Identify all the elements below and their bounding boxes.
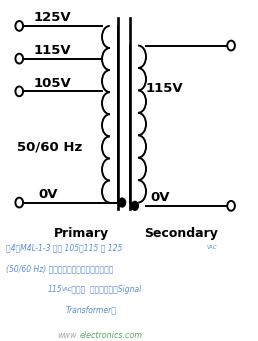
- Text: VAC: VAC: [207, 245, 217, 250]
- Text: (50/60 Hz) 的输入电压，同时在次级侧提供: (50/60 Hz) 的输入电压，同时在次级侧提供: [6, 265, 114, 274]
- Text: 0V: 0V: [38, 188, 58, 201]
- Text: Secondary: Secondary: [144, 227, 217, 240]
- Text: 115V: 115V: [146, 82, 183, 95]
- Text: 0V: 0V: [151, 191, 170, 204]
- Circle shape: [131, 202, 138, 210]
- Text: 115V: 115V: [33, 44, 71, 57]
- Text: 50/60 Hz: 50/60 Hz: [17, 140, 82, 153]
- Text: 115: 115: [47, 285, 62, 294]
- Text: electronics.com: electronics.com: [79, 331, 142, 340]
- Text: Primary: Primary: [54, 227, 109, 240]
- Text: 105V: 105V: [33, 77, 71, 90]
- Text: VAC: VAC: [61, 287, 72, 292]
- Text: Transformer）: Transformer）: [65, 306, 116, 315]
- Circle shape: [119, 198, 126, 207]
- Text: 输出。  （图片来源：Signal: 输出。 （图片来源：Signal: [69, 285, 141, 294]
- Text: 图4：M4L-1-3 接受 105、115 和 125: 图4：M4L-1-3 接受 105、115 和 125: [6, 243, 123, 252]
- Text: 125V: 125V: [33, 11, 71, 24]
- Text: www: www: [58, 331, 77, 340]
